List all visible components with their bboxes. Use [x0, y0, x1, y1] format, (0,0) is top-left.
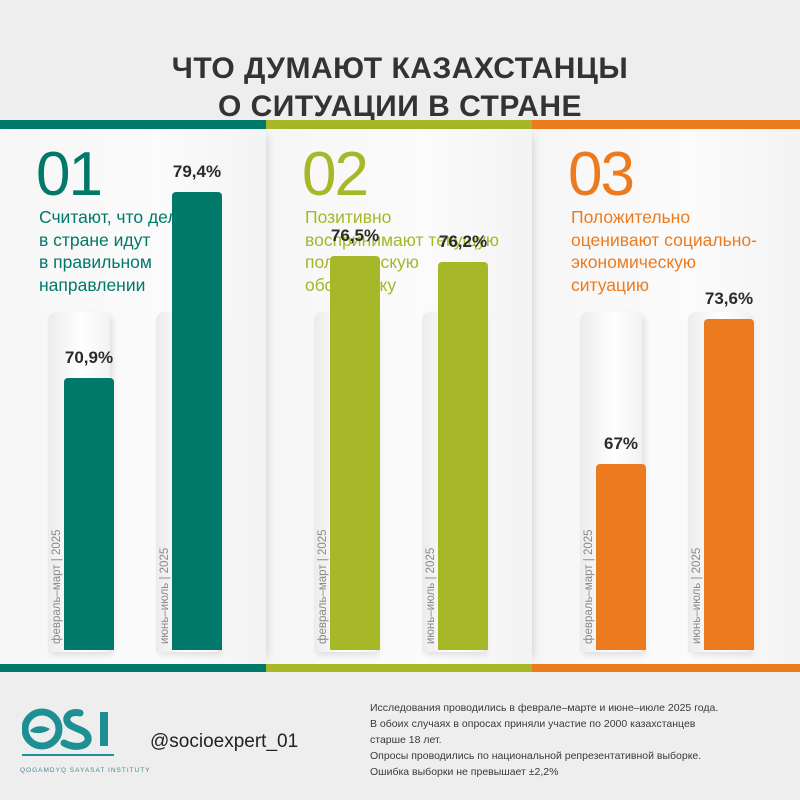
panel-band-02: [266, 120, 534, 129]
value-label: 70,9%: [64, 348, 114, 368]
social-handle[interactable]: @socioexpert_01: [150, 731, 299, 752]
value-label: 73,6%: [704, 289, 754, 309]
description-line: ситуацию: [571, 274, 649, 295]
period-label: июнь–июль | 2025: [159, 547, 171, 644]
description-line: направлении: [39, 274, 146, 295]
methodology-note: Исследования проводились в феврале–марте…: [370, 700, 790, 780]
panel-description: Считают, что дела в стране идут в правильн…: [39, 206, 269, 296]
period-label: февраль–март | 2025: [51, 529, 63, 644]
value-label: 76,2%: [438, 232, 488, 252]
panel-number: 01: [36, 140, 103, 209]
description-line: Позитивно: [305, 207, 392, 227]
value-label: 79,4%: [172, 162, 222, 182]
bar: [64, 378, 114, 650]
bar: [704, 319, 754, 650]
bottom-band-02: [266, 664, 534, 672]
osi-logo-icon: [21, 703, 118, 768]
bar: [172, 192, 222, 650]
bottom-band-01: [0, 664, 268, 672]
title-line-1: ЧТО ДУМАЮТ КАЗАХСТАНЦЫ: [171, 52, 629, 86]
bar: [596, 463, 646, 650]
value-label: 76,5%: [330, 225, 380, 245]
bottom-band-03: [532, 664, 800, 672]
note-line: Опросы проводились по национальной репре…: [370, 750, 702, 762]
period-label: июнь–июль | 2025: [425, 547, 437, 644]
bar: [330, 255, 380, 650]
panel-03: [532, 129, 800, 664]
description-line: экономическую: [571, 252, 697, 272]
note-line: Ошибка выборки не превышает ±2,2%: [370, 766, 559, 778]
description-line: воспринимают текущую: [305, 229, 500, 250]
note-line: Исследования проводились в феврале–марте…: [370, 702, 719, 714]
period-label: февраль–март | 2025: [317, 529, 329, 644]
description-line: в стране идут: [39, 229, 151, 250]
panel-description: Положительно оценивают социально-экономич…: [571, 206, 800, 296]
description-line: Положительно: [571, 207, 691, 227]
period-label: июнь–июль | 2025: [691, 547, 703, 644]
note-line: В обоих случаях в опросах приняли участи…: [370, 718, 696, 730]
description-line: оценивают социально-: [571, 229, 757, 250]
description-line: в правильном: [39, 252, 152, 272]
period-label: февраль–март | 2025: [583, 529, 595, 644]
note-line: старше 18 лет.: [370, 734, 442, 746]
description-line: Считают, что дела: [39, 207, 188, 227]
page-title: ЧТО ДУМАЮТ КАЗАХСТАНЦЫ О СИТУАЦИИ В СТРА…: [0, 50, 800, 126]
panel-band-01: [0, 120, 268, 129]
panel-number: 02: [302, 140, 369, 209]
panel-number: 03: [568, 140, 635, 209]
panel-band-03: [532, 120, 800, 129]
bar: [438, 262, 488, 650]
value-label: 67%: [603, 433, 639, 453]
title-line-2: О СИТУАЦИИ В СТРАНЕ: [217, 90, 583, 124]
logo-text: QOGAMDYQ SAYASAT INSTITUTY: [20, 767, 151, 774]
